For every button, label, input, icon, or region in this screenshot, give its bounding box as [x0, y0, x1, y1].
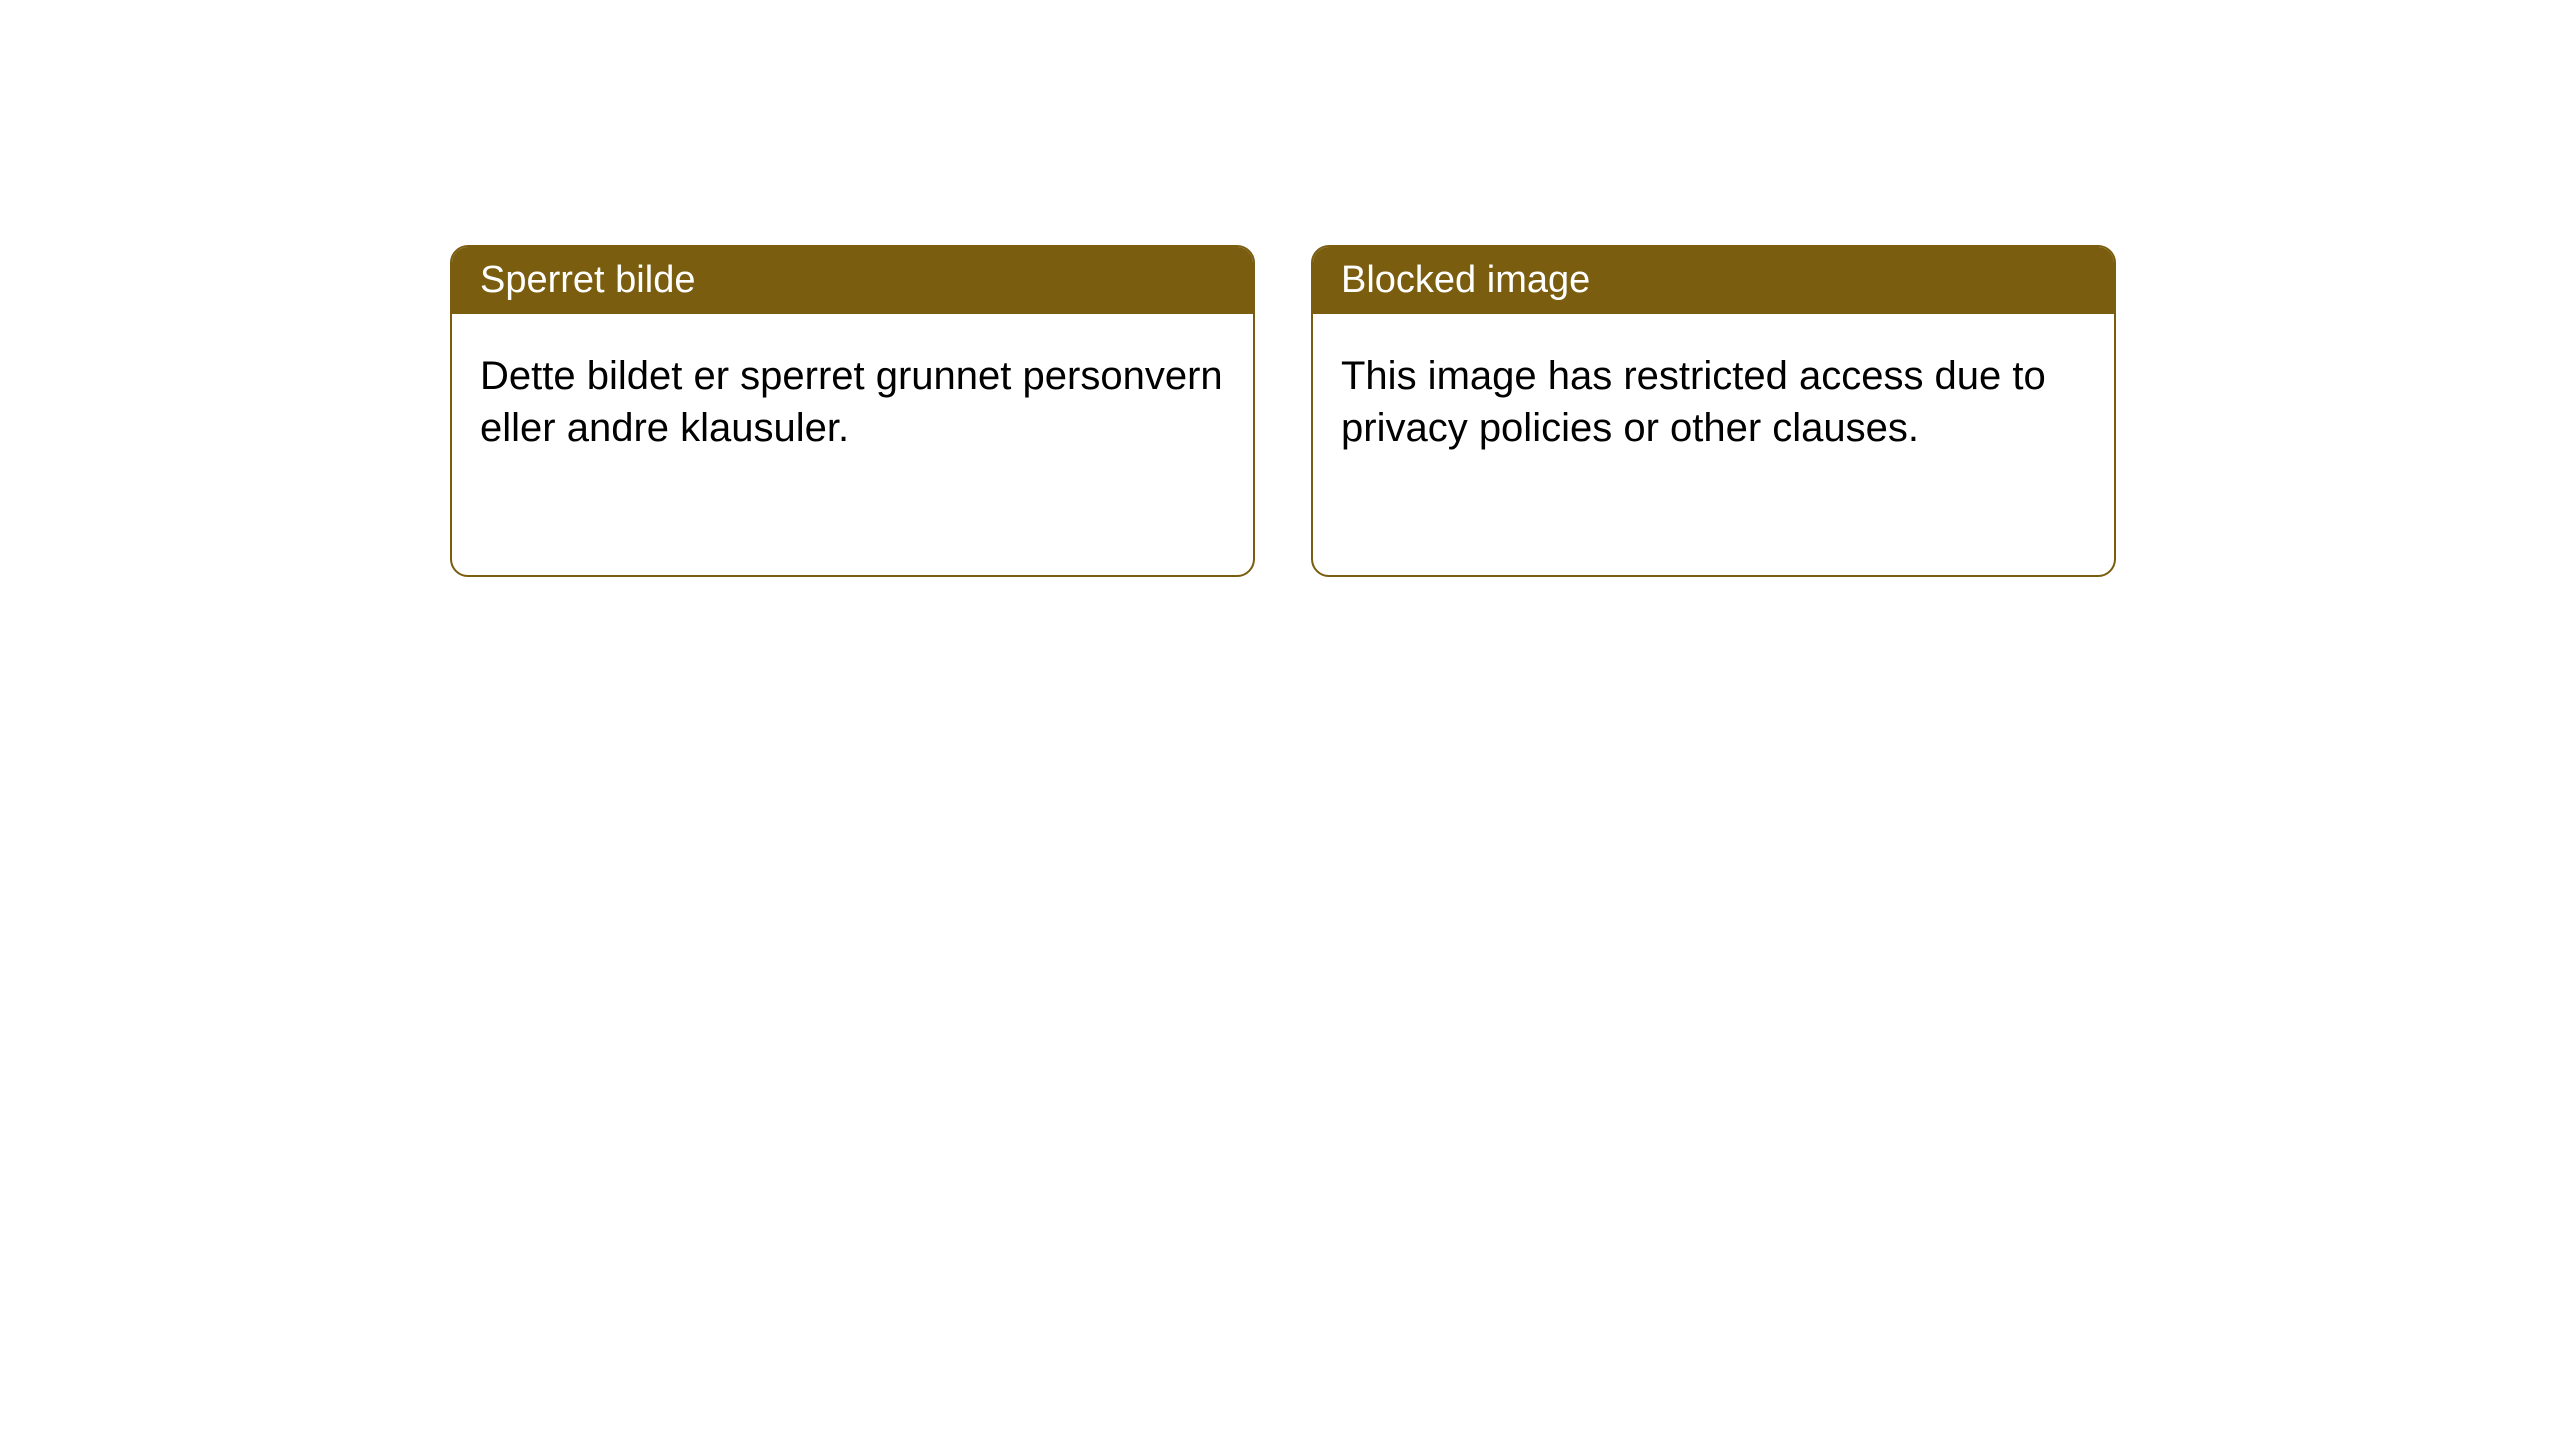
notice-title: Sperret bilde	[480, 259, 695, 301]
notice-header: Blocked image	[1313, 247, 2114, 314]
notice-body: This image has restricted access due to …	[1313, 314, 2114, 490]
notice-text: This image has restricted access due to …	[1341, 354, 2046, 450]
notice-card-english: Blocked image This image has restricted …	[1311, 245, 2116, 577]
notice-header: Sperret bilde	[452, 247, 1253, 314]
notice-body: Dette bildet er sperret grunnet personve…	[452, 314, 1253, 490]
notice-title: Blocked image	[1341, 259, 1590, 301]
notice-text: Dette bildet er sperret grunnet personve…	[480, 354, 1223, 450]
notice-card-norwegian: Sperret bilde Dette bildet er sperret gr…	[450, 245, 1255, 577]
notice-container: Sperret bilde Dette bildet er sperret gr…	[0, 0, 2560, 577]
